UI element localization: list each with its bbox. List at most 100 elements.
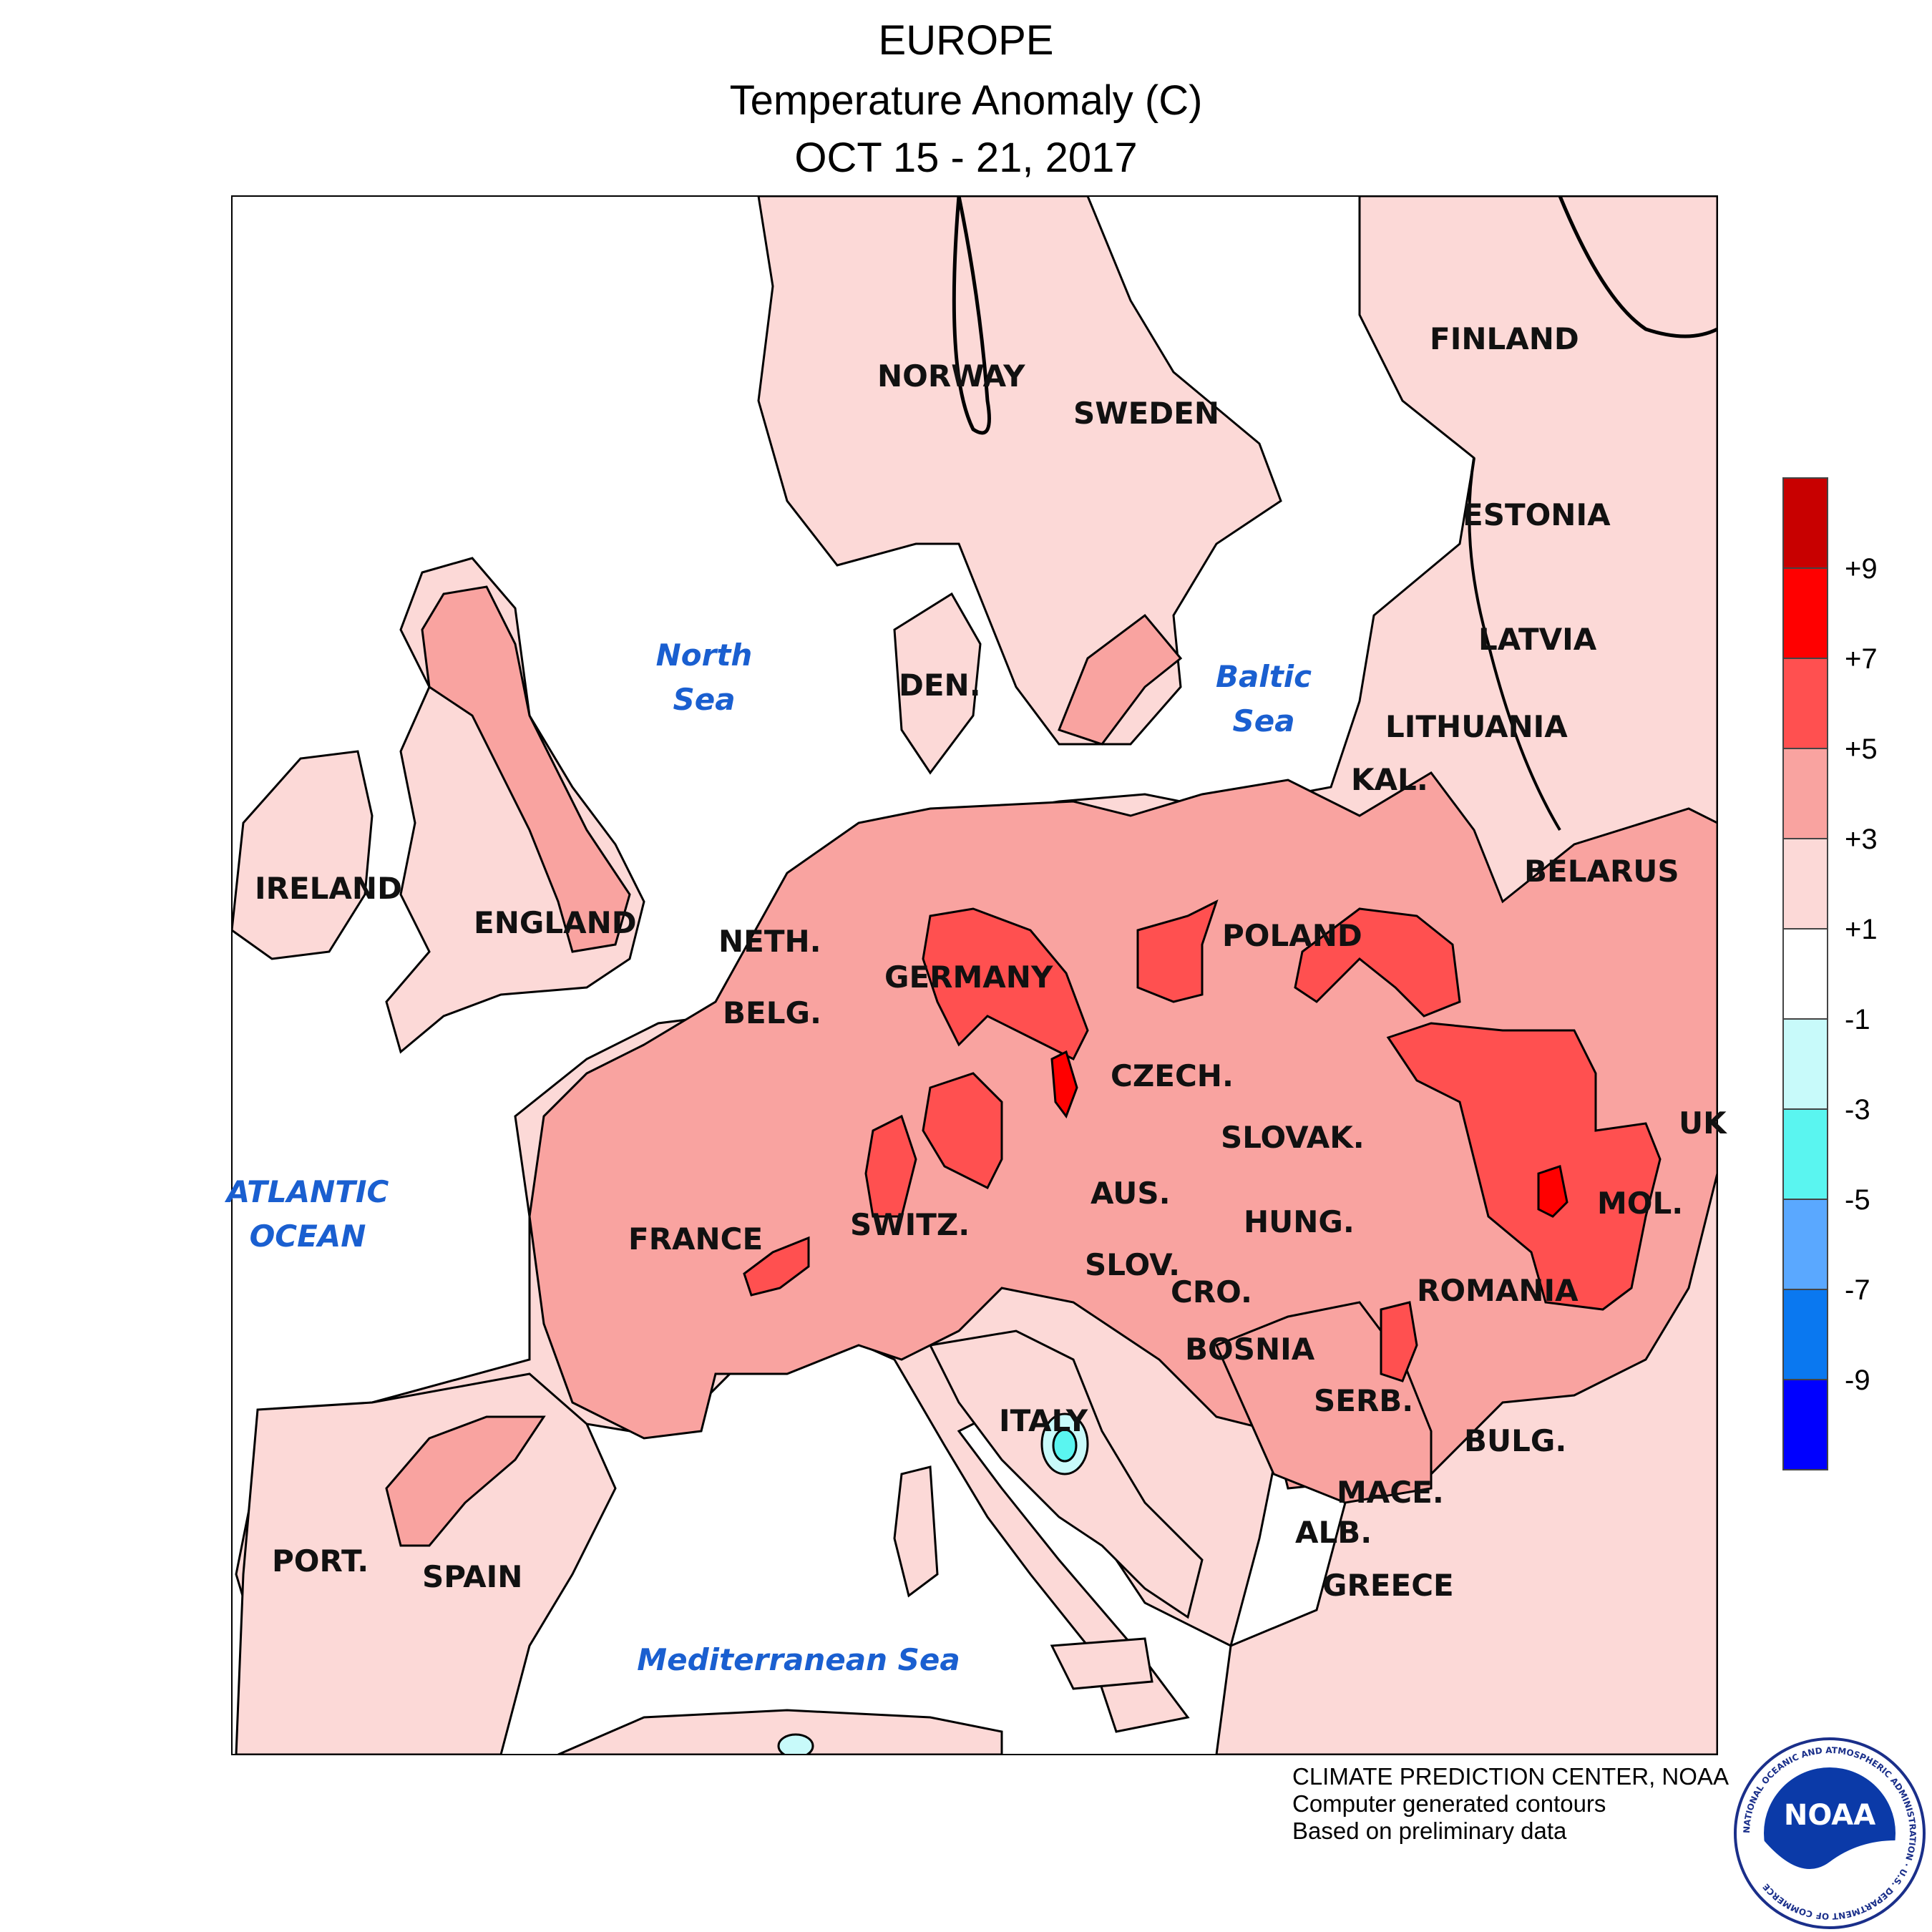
anomaly-band-5to7-switz: [864, 1114, 917, 1218]
label-den: DEN.: [899, 668, 981, 703]
sea-label-baltic-1: Baltic: [1216, 659, 1312, 694]
credit-line-1: CLIMATE PREDICTION CENTER, NOAA: [1292, 1763, 1729, 1790]
label-serb: SERB.: [1314, 1383, 1413, 1418]
label-kal: KAL.: [1351, 762, 1428, 797]
anomaly-band-minus1to3-med: [777, 1733, 814, 1755]
legend-tick-label: -9: [1845, 1365, 1870, 1396]
credit-line-3: Based on preliminary data: [1292, 1818, 1567, 1844]
legend-tick-label: -3: [1845, 1094, 1870, 1126]
map-frame: [231, 195, 1718, 1755]
label-czech: CZECH.: [1111, 1058, 1234, 1093]
anomaly-band-minus3to5-italy: [1052, 1428, 1078, 1463]
label-port: PORT.: [272, 1543, 369, 1579]
label-slovak: SLOVAK.: [1221, 1120, 1365, 1155]
label-poland: POLAND: [1222, 918, 1362, 953]
zero-contour-scandinavia: [952, 196, 991, 435]
land-denmark: [893, 592, 982, 775]
label-bulg: BULG.: [1464, 1423, 1566, 1458]
color-legend: +9 +7 +5 +3 +1 -1 -3 -5 -7 -9: [1782, 477, 1878, 1470]
anomaly-band-5to7-france: [743, 1236, 810, 1297]
land-scandinavia: [757, 196, 1282, 746]
land-iberia: [235, 1372, 617, 1755]
legend-tick-label: +3: [1845, 824, 1878, 855]
label-norway: NORWAY: [877, 358, 1025, 394]
label-alb: ALB.: [1295, 1515, 1372, 1550]
legend-swatch: [1782, 477, 1828, 569]
noaa-logo-bird: [1764, 1840, 1896, 1913]
legend-tick-label: -7: [1845, 1274, 1870, 1306]
anomaly-band-3to5-britain: [421, 585, 631, 953]
label-germany: GERMANY: [884, 960, 1053, 995]
label-bosnia: BOSNIA: [1185, 1332, 1315, 1367]
legend-swatch: [1782, 1199, 1828, 1290]
sea-label-north-1: North: [656, 638, 753, 673]
label-romania: ROMANIA: [1417, 1273, 1579, 1308]
land-sardinia: [893, 1465, 939, 1598]
legend-swatches: [1782, 477, 1828, 1470]
map-title: EUROPE: [878, 17, 1054, 64]
zero-contour-finland: [1558, 196, 1717, 338]
legend-swatch: [1782, 1018, 1828, 1110]
sea-label-atlantic-2: OCEAN: [250, 1219, 366, 1254]
sea-label-north-2: Sea: [673, 682, 735, 717]
map-geography: [232, 196, 1717, 1755]
sea-label-mediterranean: Mediterranean Sea: [637, 1642, 960, 1677]
label-aus: AUS.: [1091, 1176, 1171, 1211]
legend-swatch: [1782, 567, 1828, 659]
label-latvia: LATVIA: [1478, 622, 1597, 657]
anomaly-band-5to7-germany: [922, 907, 1089, 1061]
sea-labels: North Sea Baltic Sea ATLANTIC OCEAN Medi…: [225, 638, 1312, 1677]
sea-label-atlantic-1: ATLANTIC: [225, 1174, 389, 1209]
legend-swatch: [1782, 748, 1828, 839]
sea-label-baltic-2: Sea: [1232, 703, 1294, 738]
legend-tick-label: +1: [1845, 914, 1878, 945]
anomaly-band-5to7-alps: [922, 1072, 1003, 1190]
noaa-logo-text: NOAA: [1784, 1799, 1875, 1832]
label-mace: MACE.: [1337, 1475, 1444, 1510]
map-date-range: OCT 15 - 21, 2017: [794, 135, 1138, 181]
label-estonia: ESTONIA: [1463, 497, 1611, 532]
legend-tick-label: -1: [1845, 1004, 1870, 1035]
anomaly-band-5to7-serbia: [1380, 1301, 1418, 1382]
label-cro: CRO.: [1171, 1274, 1252, 1309]
land-north-africa: [557, 1709, 1003, 1755]
label-spain: SPAIN: [422, 1559, 522, 1594]
label-hung: HUNG.: [1244, 1204, 1355, 1239]
noaa-logo: NOAA NATIONAL OCEANIC AND ATMOSPHERIC AD…: [1734, 1737, 1926, 1929]
legend-swatch: [1782, 658, 1828, 749]
label-switz: SWITZ.: [850, 1207, 970, 1242]
region-labels: FINLAND NORWAY SWEDEN ESTONIA LATVIA LIT…: [255, 321, 1727, 1603]
anomaly-band-7to9-germany: [1050, 1050, 1078, 1119]
anomaly-band-3to5-balkans: [1214, 1301, 1433, 1504]
legend-tick-label: +5: [1845, 733, 1878, 765]
label-ireland: IRELAND: [255, 871, 402, 906]
land-sicily: [1050, 1637, 1153, 1690]
anomaly-band-3to5-sweden: [1058, 613, 1183, 746]
map-subtitle: Temperature Anomaly (C): [729, 77, 1203, 124]
label-belarus: BELARUS: [1524, 854, 1679, 889]
land-ireland: [232, 750, 374, 960]
legend-swatch: [1782, 1108, 1828, 1200]
label-mol: MOL.: [1597, 1186, 1683, 1221]
label-italy: ITALY: [999, 1403, 1088, 1438]
label-france: FRANCE: [628, 1221, 763, 1257]
label-neth: NETH.: [718, 924, 821, 959]
anomaly-band-5to7-ukraine: [1386, 1022, 1662, 1311]
legend-swatch: [1782, 838, 1828, 930]
legend-swatch: [1782, 928, 1828, 1020]
legend-tick-label: +7: [1845, 643, 1878, 675]
anomaly-band-3to5-spain: [385, 1415, 546, 1547]
legend-tick-labels: +9 +7 +5 +3 +1 -1 -3 -5 -7 -9: [1845, 553, 1878, 1396]
label-greece: GREECE: [1322, 1568, 1454, 1603]
label-sweden: SWEDEN: [1073, 396, 1219, 431]
legend-tick-label: +9: [1845, 553, 1878, 585]
anomaly-band-7to9-moldova: [1537, 1165, 1568, 1218]
label-lithuania: LITHUANIA: [1385, 709, 1568, 744]
legend-swatch: [1782, 1379, 1828, 1470]
anomaly-band-5to7-poland: [1136, 899, 1219, 1003]
label-belg: BELG.: [723, 995, 821, 1030]
legend-tick-label: -5: [1845, 1184, 1870, 1216]
legend-swatch: [1782, 1289, 1828, 1380]
label-ukr: UK: [1679, 1106, 1727, 1141]
